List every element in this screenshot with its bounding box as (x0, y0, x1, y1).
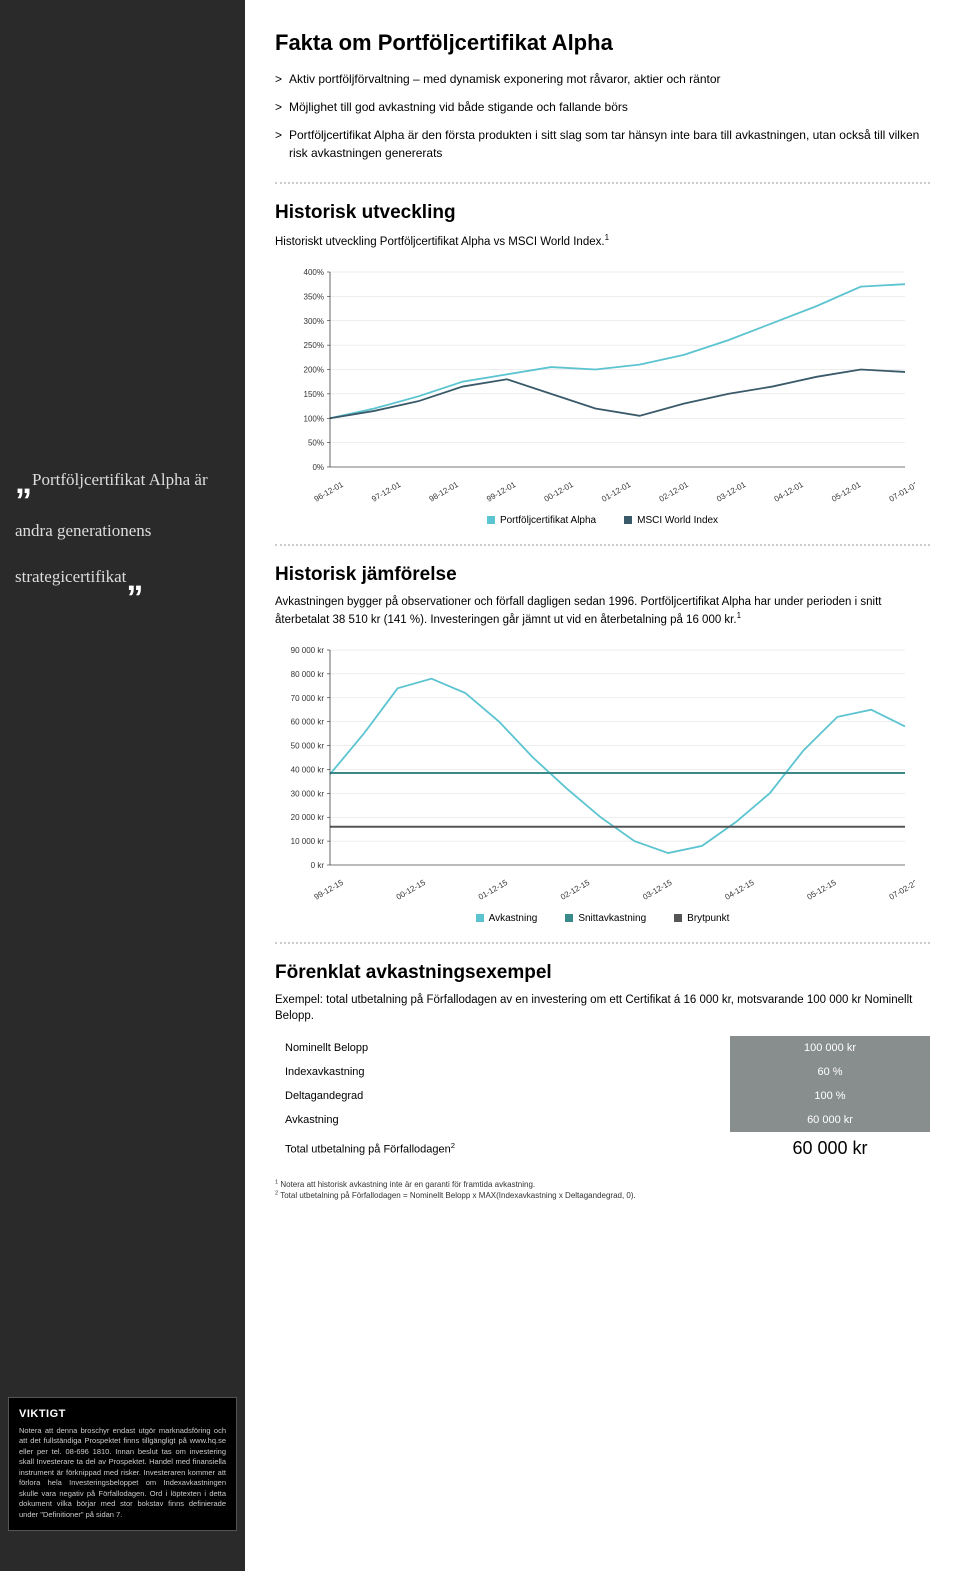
example-value: 100 % (730, 1084, 930, 1108)
legend-item: MSCI World Index (624, 515, 718, 526)
footnotes: 1 Notera att historisk avkastning inte ä… (275, 1179, 930, 1201)
svg-text:40 000 kr: 40 000 kr (291, 765, 325, 774)
close-quote-icon: „ (126, 560, 143, 598)
fakta-bullet: Aktiv portföljförvaltning – med dynamisk… (275, 70, 930, 88)
open-quote-icon: „ (15, 463, 32, 501)
svg-text:0%: 0% (312, 463, 324, 472)
svg-text:250%: 250% (304, 341, 324, 350)
chart2-svg: 90 000 kr 80 000 kr 70 000 kr 60 000 kr 50 0… (275, 640, 915, 900)
legend-swatch (487, 516, 495, 524)
legend-label: Portföljcertifikat Alpha (500, 515, 596, 526)
section-separator (275, 182, 930, 184)
legend-swatch (674, 914, 682, 922)
example-row: Avkastning60 000 kr (275, 1108, 930, 1132)
svg-text:90 000 kr: 90 000 kr (291, 646, 325, 655)
example-value: 100 000 kr (730, 1036, 930, 1060)
legend-swatch (565, 914, 573, 922)
example-total-value: 60 000 kr (730, 1132, 930, 1165)
legend-label: Snittavkastning (578, 913, 646, 924)
chart1-title: Historisk utveckling (275, 202, 930, 224)
chart2-title: Historisk jämförelse (275, 564, 930, 586)
legend-swatch (624, 516, 632, 524)
legend-item: Portföljcertifikat Alpha (487, 515, 596, 526)
fakta-bullets: Aktiv portföljförvaltning – med dynamisk… (275, 70, 930, 162)
svg-text:70 000 kr: 70 000 kr (291, 694, 325, 703)
svg-text:80 000 kr: 80 000 kr (291, 670, 325, 679)
quote-text: Portföljcertifikat Alpha är andra genera… (15, 470, 208, 586)
legend-swatch (476, 914, 484, 922)
footnote: 2 Total utbetalning på Förfallodagen = N… (275, 1190, 930, 1201)
svg-text:20 000 kr: 20 000 kr (291, 813, 325, 822)
fakta-bullet: Portföljcertifikat Alpha är den första p… (275, 126, 930, 162)
legend-label: Brytpunkt (687, 913, 729, 924)
svg-text:150%: 150% (304, 390, 324, 399)
example-table: Nominellt Belopp100 000 krIndexavkastnin… (275, 1036, 930, 1165)
important-box: VIKTIGT Notera att denna broschyr endast… (8, 1397, 237, 1532)
example-label: Nominellt Belopp (275, 1036, 730, 1060)
sidebar: „Portföljcertifikat Alpha är andra gener… (0, 0, 245, 1571)
example-total-row: Total utbetalning på Förfallodagen260 00… (275, 1132, 930, 1165)
fakta-title: Fakta om Portföljcertifikat Alpha (275, 30, 930, 56)
example-title: Förenklat avkastningsexempel (275, 962, 930, 984)
legend-label: Avkastning (489, 913, 538, 924)
chart2: 90 000 kr 80 000 kr 70 000 kr 60 000 kr 50 0… (275, 640, 930, 924)
footnote: 1 Notera att historisk avkastning inte ä… (275, 1179, 930, 1190)
svg-text:300%: 300% (304, 317, 324, 326)
chart1-legend: Portföljcertifikat Alpha MSCI World Index (275, 515, 930, 526)
svg-text:60 000 kr: 60 000 kr (291, 718, 325, 727)
svg-text:200%: 200% (304, 365, 324, 374)
svg-text:0 kr: 0 kr (311, 861, 325, 870)
chart1: 400%350%300%250%200%150%100%50%0%96-12-0… (275, 262, 930, 526)
main-content: Fakta om Portföljcertifikat Alpha Aktiv … (245, 0, 960, 1571)
chart2-subtitle: Avkastningen bygger på observationer och… (275, 594, 930, 628)
svg-text:10 000 kr: 10 000 kr (291, 837, 325, 846)
chart1-subtitle: Historiskt utveckling Portföljcertifikat… (275, 232, 930, 250)
example-row: Nominellt Belopp100 000 kr (275, 1036, 930, 1060)
section-separator (275, 544, 930, 546)
example-value: 60 % (730, 1060, 930, 1084)
svg-text:400%: 400% (304, 268, 324, 277)
legend-item: Avkastning (476, 913, 538, 924)
example-row: Indexavkastning60 % (275, 1060, 930, 1084)
legend-label: MSCI World Index (637, 515, 718, 526)
svg-text:30 000 kr: 30 000 kr (291, 789, 325, 798)
legend-item: Brytpunkt (674, 913, 729, 924)
example-subtitle: Exempel: total utbetalning på Förfalloda… (275, 992, 930, 1024)
example-value: 60 000 kr (730, 1108, 930, 1132)
svg-text:350%: 350% (304, 292, 324, 301)
svg-text:100%: 100% (304, 414, 324, 423)
pull-quote: „Portföljcertifikat Alpha är andra gener… (0, 430, 245, 631)
chart1-svg: 400%350%300%250%200%150%100%50%0%96-12-0… (275, 262, 915, 502)
fakta-bullet: Möjlighet till god avkastning vid både s… (275, 98, 930, 116)
example-label: Deltagandegrad (275, 1084, 730, 1108)
important-text: Notera att denna broschyr endast utgör m… (19, 1426, 226, 1521)
section-separator (275, 942, 930, 944)
example-total-label: Total utbetalning på Förfallodagen2 (275, 1132, 730, 1165)
example-row: Deltagandegrad100 % (275, 1084, 930, 1108)
chart2-legend: Avkastning Snittavkastning Brytpunkt (275, 913, 930, 924)
example-label: Avkastning (275, 1108, 730, 1132)
svg-text:50 000 kr: 50 000 kr (291, 741, 325, 750)
legend-item: Snittavkastning (565, 913, 646, 924)
example-label: Indexavkastning (275, 1060, 730, 1084)
important-title: VIKTIGT (19, 1408, 226, 1420)
svg-text:50%: 50% (308, 439, 324, 448)
